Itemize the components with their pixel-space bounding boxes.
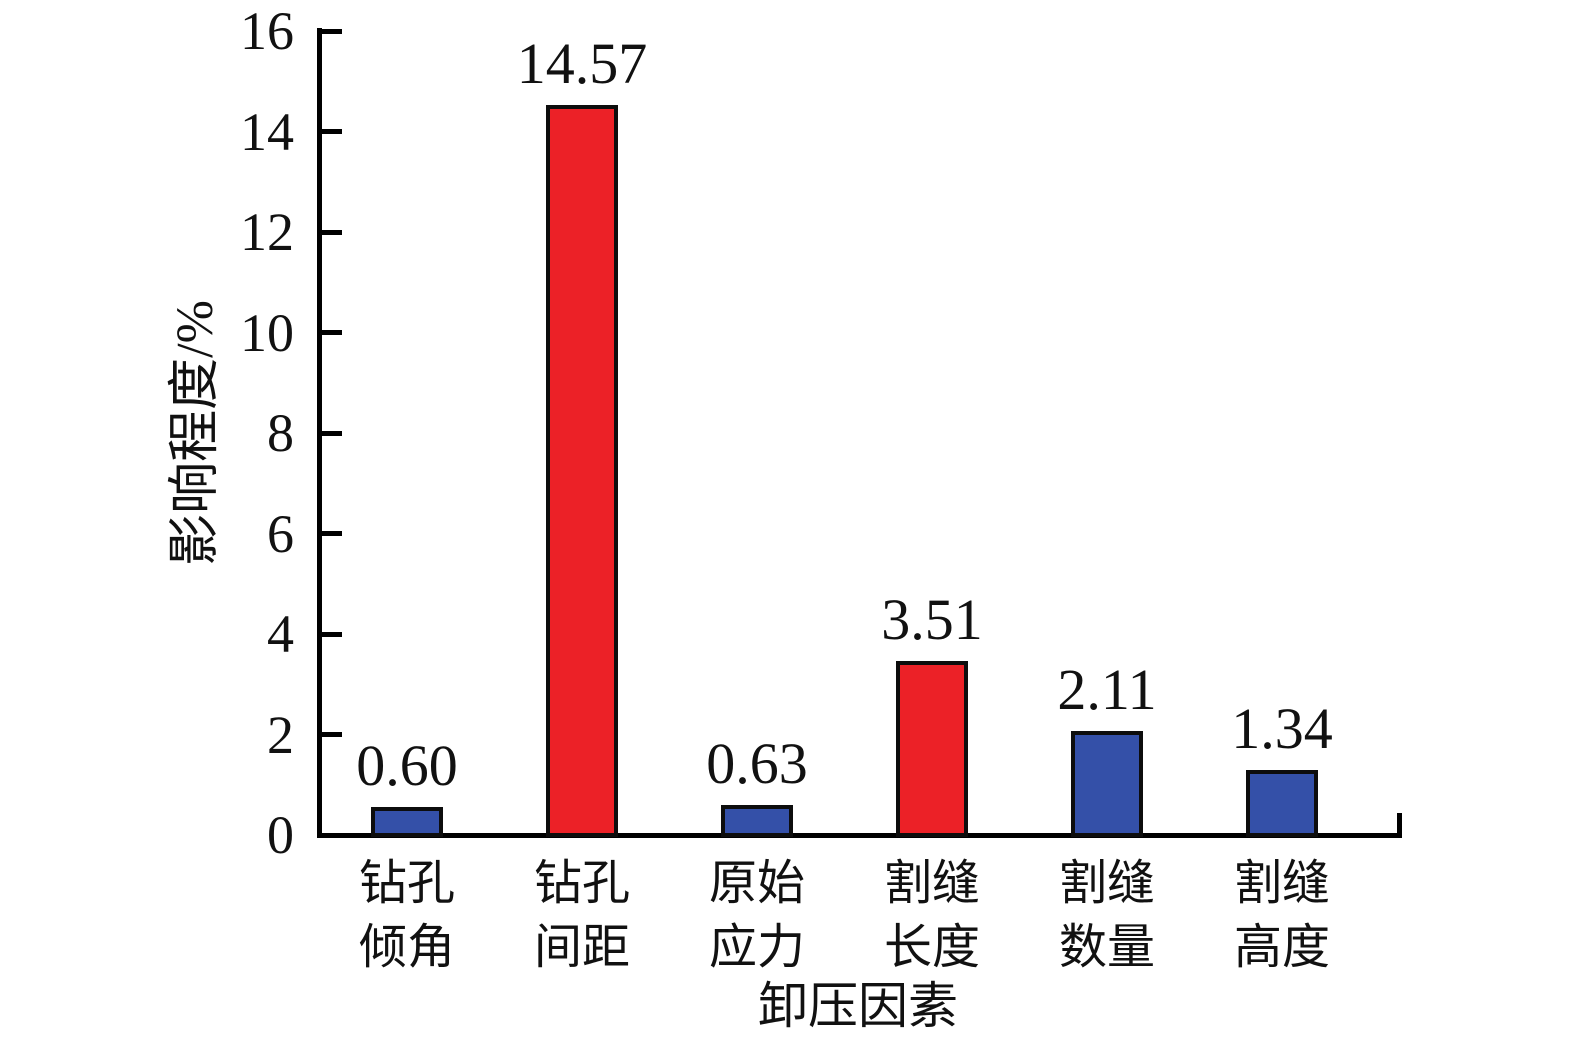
y-tick-label: 6: [267, 503, 294, 564]
bar-value-label: 14.57: [516, 31, 648, 96]
y-tick-label: 0: [267, 805, 294, 865]
category-label-line: 倾角: [358, 921, 455, 974]
category-label-line: 间距: [533, 921, 630, 974]
category-label-line: 原始: [708, 857, 805, 910]
category-label: 割缝 长度: [842, 852, 1022, 980]
y-tick-label: 12: [240, 202, 294, 262]
category-label: 割缝 数量: [1017, 852, 1197, 980]
y-tick-label: 4: [267, 604, 294, 664]
y-tick-mark: [322, 129, 342, 134]
bar: [546, 105, 618, 837]
category-label-line: 钻孔: [358, 857, 455, 910]
category-label-line: 割缝: [1233, 857, 1330, 910]
category-label-line: 高度: [1233, 921, 1330, 974]
x-axis-line: [317, 833, 1402, 838]
y-tick-mark: [322, 832, 342, 838]
y-tick-mark: [322, 330, 342, 335]
bar-value-label: 1.34: [1231, 696, 1333, 761]
y-tick-mark: [322, 28, 342, 34]
y-tick-label: 16: [240, 1, 294, 61]
bar-value-label: 0.60: [356, 733, 458, 798]
bar: [721, 805, 793, 837]
category-label-line: 长度: [883, 921, 980, 974]
category-label: 割缝 高度: [1192, 852, 1372, 980]
y-tick-mark: [322, 531, 342, 536]
category-label-line: 割缝: [883, 857, 980, 910]
category-label-line: 应力: [708, 921, 805, 974]
y-tick-label: 2: [267, 704, 294, 765]
y-tick-label: 10: [240, 302, 294, 363]
y-tick-label: 14: [240, 101, 294, 162]
category-label-line: 钻孔: [533, 857, 630, 910]
category-label: 原始 应力: [667, 852, 847, 980]
bar: [896, 661, 968, 837]
x-axis-end-tick: [1397, 813, 1402, 835]
bar: [371, 807, 443, 837]
y-tick-mark: [322, 631, 342, 637]
bar: [1071, 731, 1143, 837]
y-tick-mark: [322, 430, 342, 436]
category-label: 钻孔 倾角: [317, 852, 497, 980]
y-tick-mark: [322, 732, 342, 737]
y-axis-title: 影响程度/%: [167, 300, 224, 566]
category-label-line: 割缝: [1058, 857, 1155, 910]
bar-value-label: 0.63: [706, 731, 808, 796]
y-tick-label: 8: [267, 403, 294, 463]
bar-value-label: 2.11: [1057, 657, 1157, 722]
y-tick-mark: [322, 229, 342, 235]
bar-value-label: 3.51: [881, 587, 983, 652]
category-label-line: 数量: [1058, 921, 1155, 974]
category-label: 钻孔 间距: [492, 852, 672, 980]
y-axis-line: [317, 28, 322, 838]
x-axis-title: 卸压因素: [758, 978, 958, 1034]
bar: [1246, 770, 1318, 837]
